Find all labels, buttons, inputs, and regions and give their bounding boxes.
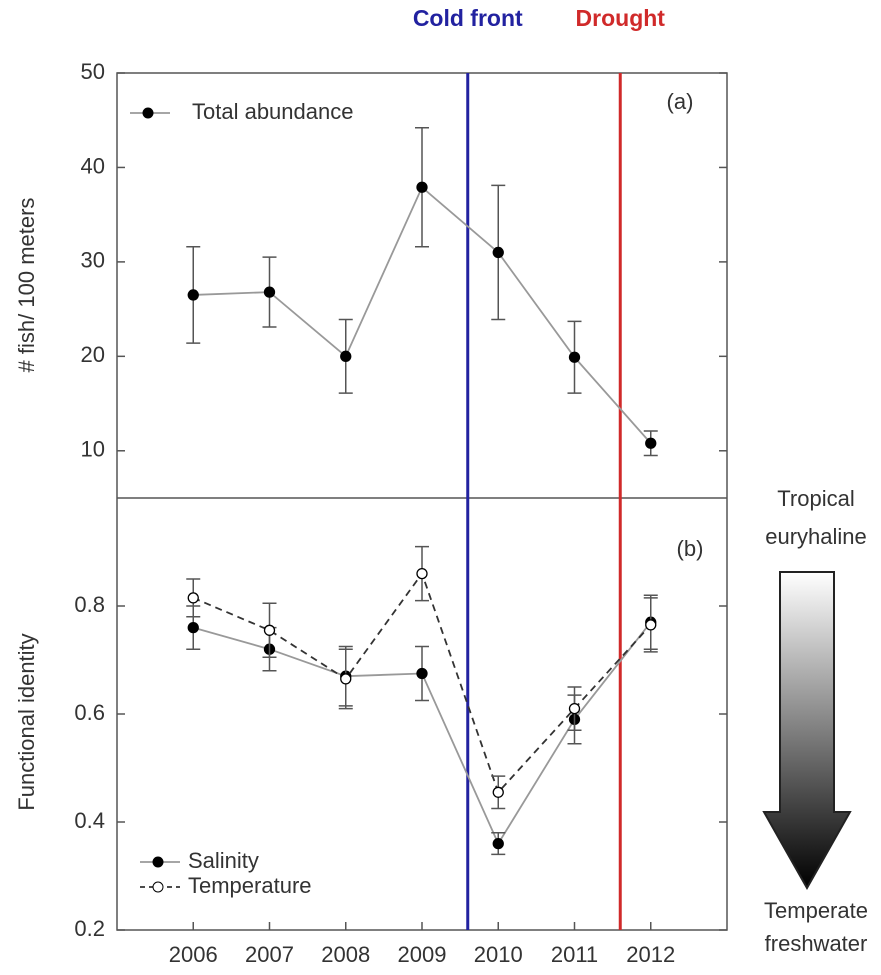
y-tick-label: 0.6: [74, 700, 105, 725]
legend-marker: [152, 856, 164, 868]
x-tick-label: 2009: [398, 942, 447, 967]
y-tick-label: 0.8: [74, 592, 105, 617]
data-point: [645, 437, 657, 449]
data-point: [492, 786, 504, 798]
panel-label: (a): [667, 89, 694, 114]
data-point: [492, 837, 504, 850]
y-tick-label: 10: [81, 437, 105, 462]
data-point: [568, 351, 581, 363]
data-point: [340, 673, 352, 685]
y-tick-label: 20: [81, 342, 105, 367]
data-point: [416, 667, 428, 680]
y-tick-label: 40: [81, 153, 105, 178]
y-tick-label: 30: [81, 248, 105, 273]
event-label: Cold front: [413, 5, 523, 31]
data-point: [492, 246, 504, 259]
data-point: [416, 567, 428, 580]
data-point: [187, 592, 199, 604]
gradient-arrow: [762, 571, 852, 891]
gradient-top-label: euryhaline: [765, 524, 867, 549]
data-point: [568, 702, 581, 715]
gradient-top-label: Tropical: [777, 486, 854, 511]
x-tick-label: 2011: [551, 942, 598, 967]
y-tick-label: 0.2: [74, 916, 105, 941]
data-point: [416, 181, 428, 193]
y-tick-label: 50: [81, 59, 105, 84]
y-axis-label: # fish/ 100 meters: [14, 198, 39, 373]
y-axis-label: Functional identity: [14, 633, 39, 810]
data-point: [187, 289, 199, 301]
data-point: [263, 624, 276, 636]
legend-label: Salinity: [188, 848, 259, 873]
data-point: [340, 350, 352, 362]
data-point: [263, 286, 276, 298]
x-tick-label: 2012: [626, 942, 675, 967]
legend-marker: [142, 107, 154, 119]
event-label: Drought: [576, 5, 666, 31]
legend-label: Temperature: [188, 873, 312, 898]
y-tick-label: 0.4: [74, 808, 105, 833]
data-point: [645, 619, 657, 631]
x-tick-label: 2008: [321, 942, 370, 967]
legend-label: Total abundance: [192, 99, 353, 124]
x-tick-label: 2007: [245, 942, 294, 967]
x-tick-label: 2006: [169, 942, 218, 967]
gradient-bottom-label: Temperate: [764, 898, 868, 923]
x-tick-label: 2010: [474, 942, 523, 967]
panel-label: (b): [677, 536, 704, 561]
data-point: [187, 621, 199, 634]
gradient-bottom-label: freshwater: [765, 931, 868, 956]
legend-marker: [152, 881, 164, 893]
